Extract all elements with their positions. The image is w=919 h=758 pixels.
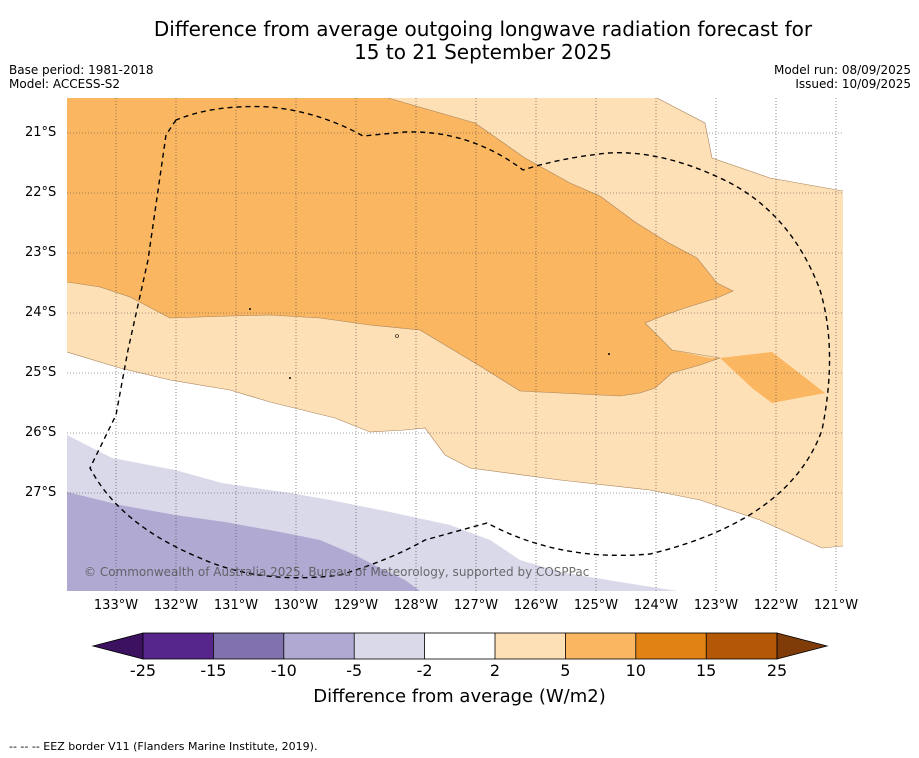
lon-tick-label: 133°W [93,598,139,613]
lat-tick-label: 27°S [25,485,57,500]
colorbar-tick-label: -2 [416,661,433,680]
colorbar-extend-low [91,632,144,660]
model-name: Model: ACCESS-S2 [9,77,121,91]
title-line-1: Difference from average outgoing longwav… [153,17,813,41]
lon-tick-label: 131°W [213,598,259,613]
colorbar-swatch [706,633,777,659]
island-dot [249,308,251,310]
lon-tick-label: 126°W [513,598,559,613]
colorbar-extend-high [776,632,829,660]
lat-tick-label: 21°S [25,125,57,140]
lat-tick-label: 22°S [25,185,57,200]
colorbar-tick-label: -5 [346,661,363,680]
colorbar-tick-label: -25 [129,661,157,680]
band-minus10-to-minus5 [67,492,420,591]
lon-tick-label: 125°W [573,598,619,613]
map-title: Difference from average outgoing longwav… [0,18,919,64]
lon-tick-label: 130°W [273,598,319,613]
colorbar-tick-label: 2 [489,661,501,680]
eez-legend-footer: -- -- -- EEZ border V11 (Flanders Marine… [9,740,318,753]
lat-tick-label: 26°S [25,425,57,440]
copyright-notice: © Commonwealth of Australia 2025, Bureau… [84,565,590,579]
island-dot [289,377,291,379]
lat-tick-label: 24°S [25,305,57,320]
lon-tick-label: 127°W [453,598,499,613]
colorbar-swatch [213,633,284,659]
lat-tick-label: 23°S [25,245,57,260]
contour-2-line [656,98,843,192]
colorbar-dividers [212,633,707,659]
island-dot [608,353,610,355]
meta-right: Model run: 08/09/2025 Issued: 10/09/2025 [774,63,911,91]
contour-5-line [67,98,734,397]
colorbar-swatch [495,633,566,659]
colorbar [91,632,829,660]
colorbar-tick-label: 15 [696,661,717,680]
colorbar-tick-label: 25 [766,661,788,680]
map-plot-area [67,98,843,591]
lon-tick-label: 129°W [333,598,379,613]
colorbar-swatch [354,633,425,659]
colorbar-label: Difference from average (W/m2) [313,686,606,707]
lon-tick-label: 123°W [693,598,739,613]
colorbar-swatch [143,633,214,659]
colorbar-swatch [635,633,707,659]
issued-date: Issued: 10/09/2025 [795,77,911,91]
title-line-2: 15 to 21 September 2025 [354,40,612,64]
colorbar-tick-label: -15 [200,661,227,680]
lon-tick-label: 128°W [393,598,439,613]
base-period: Base period: 1981-2018 [9,63,154,77]
model-run: Model run: 08/09/2025 [773,63,911,77]
graticule [67,98,843,591]
colorbar-swatch [424,633,495,659]
colorbar-tick-label: 10 [625,661,646,680]
colorbar-swatch [283,633,355,659]
colorbar-tick-label: -10 [270,661,297,680]
lon-tick-label: 124°W [633,598,679,613]
lon-tick-label: 121°W [813,598,859,613]
colorbar-outline [142,632,778,660]
meta-left: Base period: 1981-2018 Model: ACCESS-S2 [9,63,154,91]
colorbar-tick-label: 5 [560,661,571,680]
band-5-to-10-east [720,352,825,403]
lat-tick-label: 25°S [25,365,57,380]
lon-tick-label: 132°W [153,598,199,613]
lon-tick-label: 122°W [753,598,799,613]
island-dot [395,334,399,338]
contour-2-line-south [67,351,843,549]
eez-border [89,105,831,579]
band-5-to-10-main [67,98,733,396]
colorbar-swatch [565,633,636,659]
